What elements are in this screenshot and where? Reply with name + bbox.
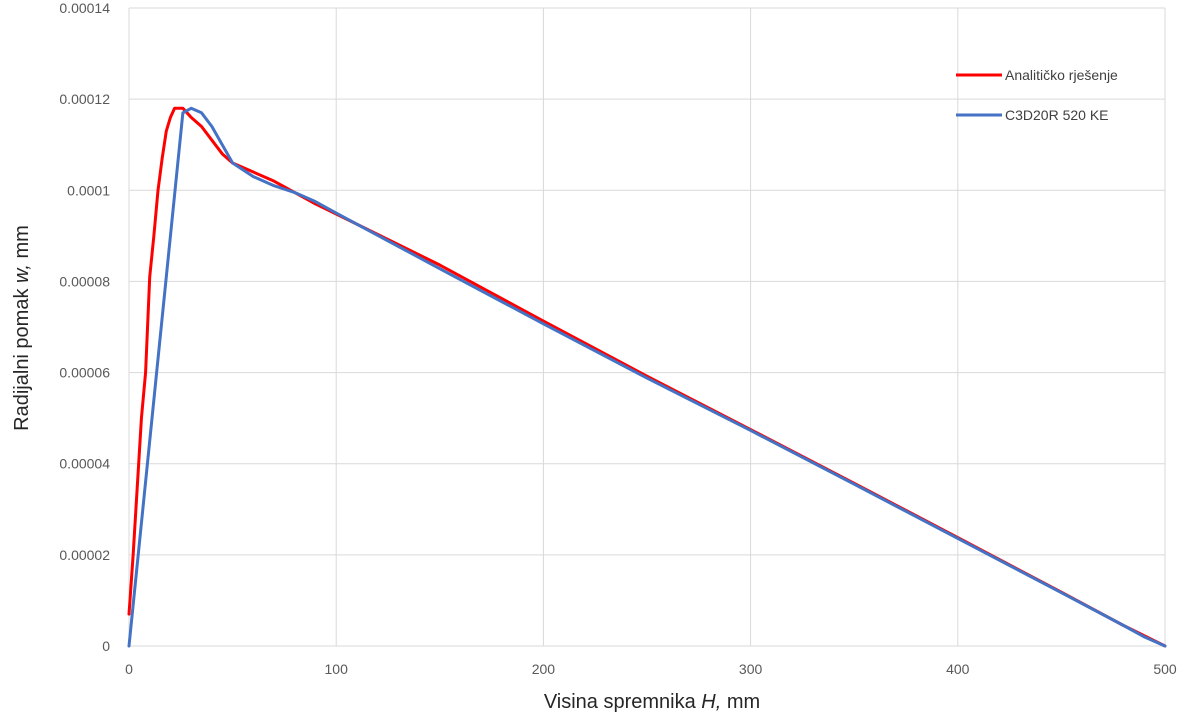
x-tick-label: 500 xyxy=(1153,661,1177,677)
x-axis-title-variable: H, xyxy=(701,691,721,713)
x-axis-title-unit: mm xyxy=(721,691,760,713)
y-tick-label: 0 xyxy=(102,638,110,654)
y-axis-title-variable: w, xyxy=(11,264,33,283)
y-axis-title-unit: mm xyxy=(11,225,33,264)
series-lines xyxy=(127,106,1167,648)
y-tick-label: 0.00002 xyxy=(59,547,110,563)
x-axis-title: Visina spremnika H, mm xyxy=(544,691,760,713)
y-tick-label: 0.00004 xyxy=(59,456,110,472)
x-tick-label: 400 xyxy=(946,661,970,677)
legend-label-analytical: Analitičko rješenje xyxy=(1005,67,1118,83)
x-axis-title-prefix: Visina spremnika xyxy=(544,691,701,713)
y-tick-label: 0.00012 xyxy=(59,91,110,107)
y-tick-label: 0.00008 xyxy=(59,273,110,289)
x-tick-label: 200 xyxy=(532,661,556,677)
x-tick-label: 100 xyxy=(325,661,349,677)
y-tick-label: 0.00014 xyxy=(59,0,110,16)
y-tick-label: 0.0001 xyxy=(67,182,110,198)
y-axis-title-prefix: Radijalni pomak xyxy=(11,283,33,431)
y-axis-title: Radijalni pomak w, mm xyxy=(11,225,33,431)
y-tick-label: 0.00006 xyxy=(59,365,110,381)
x-tick-label: 0 xyxy=(125,661,133,677)
legend-label-fem: C3D20R 520 KE xyxy=(1005,107,1109,123)
x-tick-label: 300 xyxy=(739,661,763,677)
y-tick-labels: 0 0.00002 0.00004 0.00006 0.00008 0.0001 0.000… xyxy=(59,0,110,654)
x-tick-labels: 0 100 200 300 400 500 xyxy=(125,661,1177,677)
series-line-fem xyxy=(127,106,1167,648)
legend: Analitičko rješenje C3D20R 520 KE xyxy=(956,67,1118,123)
gridlines xyxy=(128,7,1166,647)
